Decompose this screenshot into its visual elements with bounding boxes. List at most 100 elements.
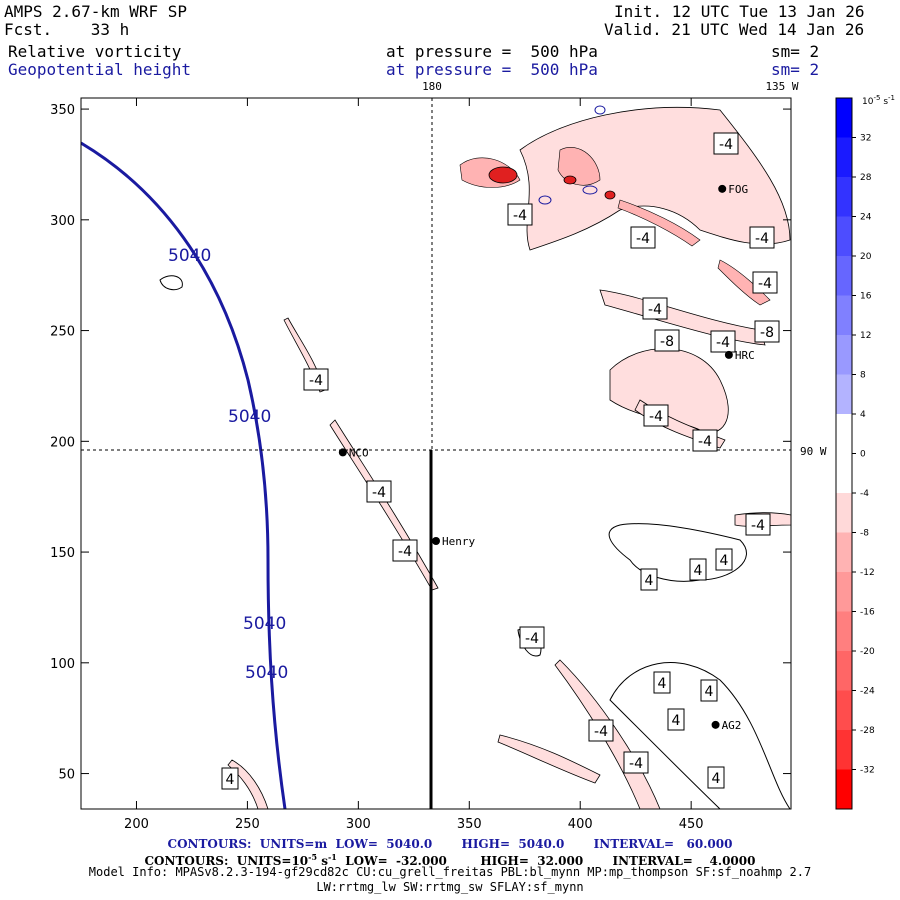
- vorticity-label: 4: [694, 563, 703, 579]
- vort-core-1: [488, 166, 518, 184]
- colorbar-tick-label: 32: [860, 134, 871, 144]
- vorticity-label-box: [507, 203, 533, 226]
- plot-frame: [80, 97, 792, 810]
- field1-level: at pressure = 500 hPa: [386, 42, 598, 61]
- colorbar-tick-label: -32: [860, 766, 875, 776]
- footer-vort-interval: INTERVAL= 4.0000: [612, 854, 756, 868]
- vorticity-label: -4: [398, 544, 412, 560]
- height-label: 5040: [168, 246, 211, 266]
- vort-pos-contour-4: [159, 275, 183, 291]
- vort-pos-contour-1: [608, 523, 747, 582]
- vort-pos-1: [538, 195, 552, 205]
- vorticity-label-box: [692, 429, 718, 452]
- field2-smooth: sm= 2: [771, 60, 820, 79]
- model-title: AMPS 2.67-km WRF SP: [4, 2, 188, 21]
- vorticity-label-box: [221, 767, 239, 790]
- vorticity-label-box: [654, 329, 680, 352]
- vorticity-label-box: [700, 679, 718, 702]
- x-tick-label: 250: [235, 817, 260, 832]
- vort-inner-3: [717, 259, 771, 306]
- colorbar: 10-5 s-1 32 28 24 20 16 12 8 4 0 -4 -8 -12 -16 -20 -24…: [835, 94, 895, 810]
- colorbar-swatch: [836, 651, 852, 691]
- vorticity-label: 4: [226, 772, 235, 788]
- colorbar-tick-label: 16: [860, 292, 872, 302]
- vort-region-s: [497, 734, 601, 784]
- station-marker: [338, 448, 347, 457]
- vort-inner-4: [617, 199, 701, 247]
- vorticity-label: 4: [645, 573, 654, 589]
- vorticity-label-box: [754, 320, 780, 343]
- colorbar-swatch: [836, 493, 852, 533]
- vorticity-label-box: [588, 719, 614, 742]
- vorticity-positive: [538, 105, 606, 205]
- init-time: Init. 12 UTC Tue 13 Jan 26: [614, 2, 865, 21]
- field1-smooth: sm= 2: [771, 42, 820, 61]
- colorbar-tick-label: -28: [860, 726, 875, 736]
- vorticity-label: -4: [719, 137, 733, 153]
- colorbar-tick-label: -4: [860, 489, 869, 499]
- stations: NCO Henry AG2 HRC FOG: [338, 183, 755, 732]
- y-tick-label: 100: [50, 657, 75, 672]
- meridian-180-label: 180: [422, 80, 442, 93]
- vorticity-label: 4: [658, 676, 667, 692]
- footer-vort-s: s: [317, 854, 328, 868]
- height-label: 5040: [243, 614, 286, 634]
- colorbar-tick-label: -8: [860, 529, 869, 539]
- vorticity-label: -4: [629, 756, 643, 772]
- x-axis: 200 250 300 350 400 450: [124, 98, 704, 832]
- colorbar-tick-label: -20: [860, 647, 875, 657]
- height-contour-5040: [81, 141, 287, 809]
- y-tick-label: 250: [50, 325, 75, 340]
- vorticity-label: -8: [760, 325, 774, 341]
- station-label: HRC: [735, 349, 755, 362]
- vorticity-label: -4: [716, 335, 730, 351]
- vorticity-label-box: [749, 226, 775, 249]
- x-tick-label: 350: [457, 817, 482, 832]
- vorticity-label-box: [653, 671, 671, 694]
- station-marker: [724, 350, 733, 359]
- x-tick-label: 300: [346, 817, 371, 832]
- vorticity-label-box: [707, 766, 725, 789]
- x-tick-label: 200: [124, 817, 149, 832]
- colorbar-tick-label: -12: [860, 568, 875, 578]
- valid-time: Valid. 21 UTC Wed 14 Jan 26: [604, 20, 865, 39]
- y-axis: 50 100 150 200 250 300 350: [50, 103, 791, 783]
- vorticity-label: -4: [751, 518, 765, 534]
- colorbar-swatch: [836, 98, 852, 138]
- colorbar-swatch: [836, 177, 852, 217]
- colorbar-swatch: [836, 690, 852, 731]
- vorticity-label-box: [689, 558, 707, 581]
- vorticity-label: -4: [648, 302, 662, 318]
- footer-physics: LW:rrtmg_lw SW:rrtmg_sw SFLAY:sf_mynn: [316, 880, 584, 894]
- vort-region-band: [599, 289, 766, 346]
- colorbar-swatch: [836, 256, 852, 296]
- vorticity-label-box: [643, 404, 669, 427]
- vorticity-label: -4: [649, 409, 663, 425]
- forecast-hour: Fcst. 33 h: [4, 21, 129, 39]
- vorticity-label: 4: [720, 553, 729, 569]
- vorticity-label-box: [752, 271, 778, 294]
- plot-area: [81, 98, 791, 809]
- field2-title: Geopotential height: [8, 60, 192, 79]
- colorbar-unit: 10-5 s-1: [862, 94, 895, 107]
- footer-vort-sexp: -1: [327, 852, 337, 862]
- colorbar-tick-label: 12: [860, 331, 871, 341]
- footer-vort-exp: -5: [308, 852, 318, 862]
- x-tick-label: 450: [679, 817, 704, 832]
- vorticity-label-box: [630, 226, 656, 249]
- fcst-value: 33 h: [90, 20, 130, 39]
- vorticity-label: -8: [660, 334, 674, 350]
- vorticity-label: -4: [594, 724, 608, 740]
- colorbar-tick-label: -16: [860, 608, 875, 618]
- vorticity-label: -4: [755, 231, 769, 247]
- colorbar-swatch: [836, 453, 852, 494]
- vorticity-label: 4: [712, 771, 721, 787]
- vorticity-labels: -4 -4 -4 -4 -4 -4 -8 -4 -8 -4 -4 -4 -4 -4 -4 -4 -4 -4 4 4 4 4…: [221, 132, 780, 790]
- height-label: 5040: [245, 663, 288, 683]
- colorbar-tick-label: 24: [860, 213, 872, 223]
- meridian-135w-label: 135 W: [765, 80, 798, 93]
- vorticity-label: -4: [636, 231, 650, 247]
- vorticity-label-box: [713, 132, 739, 155]
- y-tick-label: 350: [50, 103, 75, 118]
